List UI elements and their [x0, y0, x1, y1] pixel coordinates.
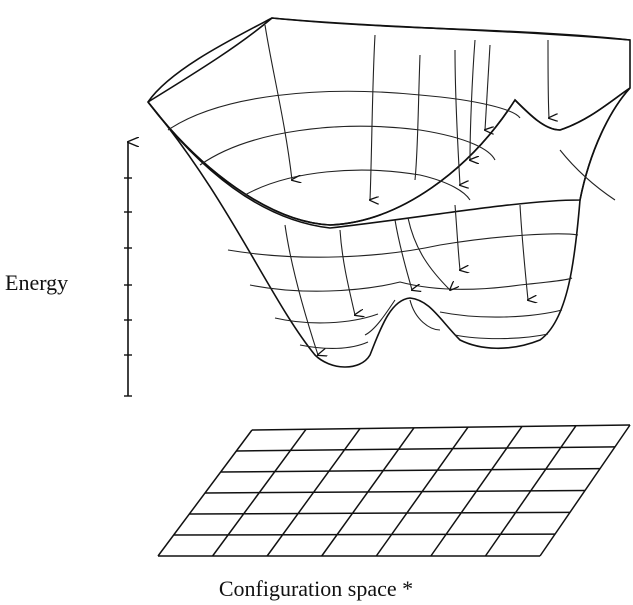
flow-arrow	[454, 49, 460, 185]
caption: Configuration space *	[219, 576, 413, 601]
flow-arrow	[394, 219, 412, 290]
grid-line	[251, 424, 631, 431]
front-rim	[147, 87, 631, 229]
flow-arrow	[547, 39, 549, 118]
grid-line	[173, 533, 556, 536]
grid-line	[236, 446, 616, 452]
flow-arrow	[519, 204, 528, 300]
front-rim-edge	[147, 87, 631, 226]
flow-arrow	[407, 217, 450, 290]
contour	[244, 169, 471, 201]
flow-arrow	[414, 54, 421, 181]
flow-arrow	[284, 224, 318, 355]
flow-arrow	[339, 229, 355, 315]
contour	[299, 333, 549, 349]
contour	[249, 277, 573, 292]
grid-line	[189, 511, 571, 515]
flow-arrow	[370, 34, 375, 200]
back-rim	[147, 17, 631, 103]
axis-label: Energy	[5, 270, 68, 295]
contour	[227, 233, 579, 258]
flow-arrow	[409, 299, 441, 331]
flow-arrow	[264, 24, 292, 180]
contour	[274, 309, 563, 324]
grid-line	[220, 467, 601, 473]
axis-ticks	[124, 177, 132, 397]
grid-line	[204, 489, 586, 494]
contour	[559, 149, 616, 201]
flow-arrow	[485, 44, 490, 130]
surface	[146, 17, 631, 368]
flow-arrow	[364, 299, 396, 336]
flow-arrow	[470, 39, 475, 160]
flow-arrow	[454, 204, 460, 270]
contour	[167, 90, 521, 131]
configuration-grid	[157, 424, 631, 557]
contour	[199, 125, 496, 166]
